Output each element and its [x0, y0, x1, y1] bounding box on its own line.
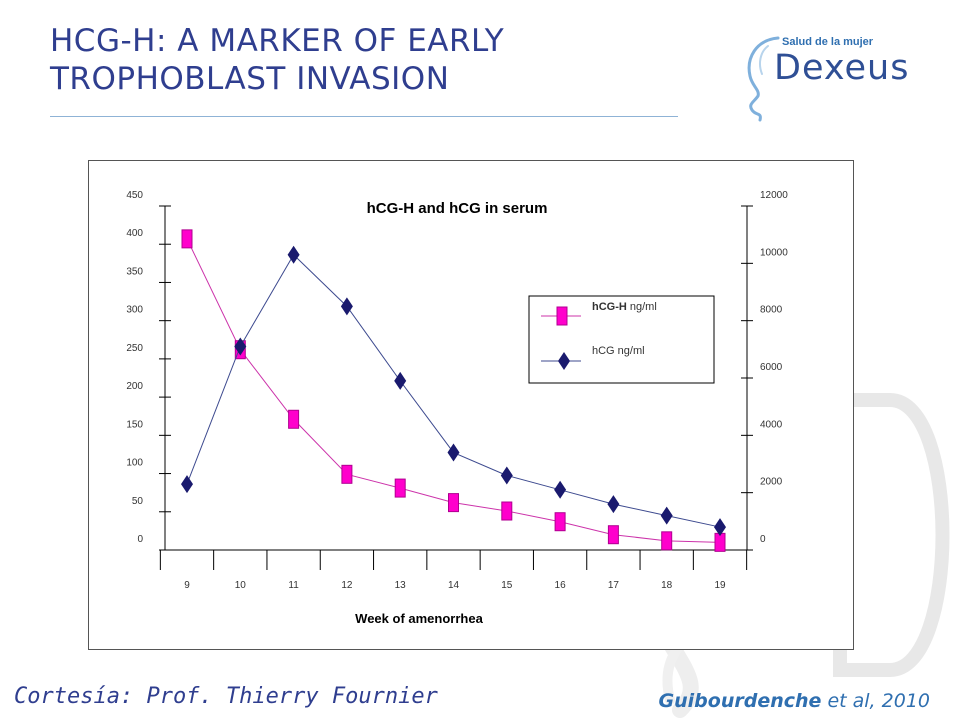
left-y-tick-label: 250 — [126, 343, 143, 354]
slide-title-line-2: TROPHOBLAST INVASION — [50, 61, 450, 97]
left-y-tick-label: 150 — [126, 419, 143, 430]
left-y-tick-label: 0 — [137, 534, 143, 545]
point-hcgh — [288, 409, 300, 429]
slide-title-line-1: HCG-H: A MARKER OF EARLY — [50, 23, 505, 59]
point-hcg — [607, 495, 620, 514]
point-hcg — [340, 297, 353, 316]
x-tick-label: 11 — [288, 580, 299, 591]
slide-title: HCG-H: A MARKER OF EARLY TROPHOBLAST INV… — [50, 22, 504, 98]
citation-text: Guibourdenche et al, 2010 — [659, 690, 930, 712]
right-y-tick-label: 0 — [760, 534, 766, 545]
x-tick-label: 9 — [184, 580, 190, 591]
point-hcgh — [607, 525, 619, 545]
x-tick-label: 19 — [714, 580, 726, 591]
x-tick-label: 17 — [608, 580, 620, 591]
point-hcg — [394, 371, 407, 390]
left-y-tick-label: 100 — [126, 458, 143, 469]
point-hcg — [660, 506, 673, 525]
legend-label-hcgh: hCG-H ng/ml — [592, 301, 657, 313]
point-hcg — [500, 466, 513, 485]
right-y-tick-label: 12000 — [760, 190, 788, 201]
dexeus-logo: Salud de la mujer Dexeus — [738, 30, 928, 130]
chart-panel: hCG-H and hCG in serum 0 50 100 150 200 250 30… — [88, 160, 854, 650]
point-hcgh — [554, 512, 566, 532]
left-y-tick-label: 200 — [126, 381, 143, 392]
point-hcgh — [394, 478, 406, 498]
legend-label-hcgh-bold: hCG-H — [592, 301, 627, 313]
point-hcgh — [448, 493, 459, 513]
x-tick-label: 16 — [555, 580, 567, 591]
right-y-tick-label: 2000 — [760, 477, 783, 488]
left-y-tick-label: 450 — [126, 190, 143, 201]
citation-author: Guibourdenche — [658, 690, 822, 712]
right-y-tick-label: 6000 — [760, 362, 783, 373]
right-y-tick-label: 8000 — [760, 305, 783, 316]
x-tick-label: 12 — [341, 580, 353, 591]
chart-svg: hCG-H and hCG in serum 05010015020025030… — [126, 190, 788, 626]
point-hcg — [181, 475, 193, 494]
x-tick-label: 18 — [661, 580, 673, 591]
x-tick-label: 13 — [395, 580, 407, 591]
point-hcg — [287, 245, 300, 264]
right-y-tick-label: 4000 — [760, 419, 783, 430]
credit-text: Cortesía: Prof. Thierry Fournier — [14, 684, 438, 709]
citation-rest: et al, 2010 — [821, 690, 930, 712]
title-divider — [50, 116, 678, 117]
legend-marker-hcgh — [556, 306, 568, 326]
point-hcgh — [661, 531, 673, 551]
legend-label-hcgh-rest: ng/ml — [627, 301, 657, 313]
x-tick-label: 10 — [235, 580, 247, 591]
chart-plot-area — [181, 229, 726, 552]
logo-wordmark: Dexeus — [774, 48, 910, 88]
logo-swirl-icon — [747, 36, 780, 122]
left-y-tick-label: 300 — [126, 305, 143, 316]
x-tick-label: 14 — [448, 580, 460, 591]
left-y-tick-label: 50 — [132, 496, 144, 507]
point-hcgh — [341, 464, 353, 484]
right-y-tick-label: 10000 — [760, 247, 788, 258]
point-hcg — [554, 480, 567, 499]
left-y-tick-label: 400 — [126, 228, 143, 239]
chart-axes: 0 50 100 150 200 250 300 350 400 450 0 2000 4000 6000… — [126, 190, 788, 591]
left-y-tick-label: 350 — [126, 266, 143, 277]
point-hcg — [447, 443, 460, 462]
point-hcgh — [181, 229, 193, 249]
x-axis-label: Week of amenorrhea — [355, 611, 483, 626]
chart-legend: hCG-H ng/ml hCG ng/ml — [528, 295, 715, 384]
point-hcgh — [501, 501, 513, 521]
chart-title: hCG-H and hCG in serum — [367, 200, 548, 217]
logo-tagline: Salud de la mujer — [782, 36, 874, 48]
legend-marker-hcg — [558, 352, 570, 370]
legend-label-hcg: hCG ng/ml — [592, 345, 645, 357]
point-hcg — [234, 337, 247, 356]
point-hcg — [714, 518, 726, 537]
x-tick-label: 15 — [501, 580, 513, 591]
